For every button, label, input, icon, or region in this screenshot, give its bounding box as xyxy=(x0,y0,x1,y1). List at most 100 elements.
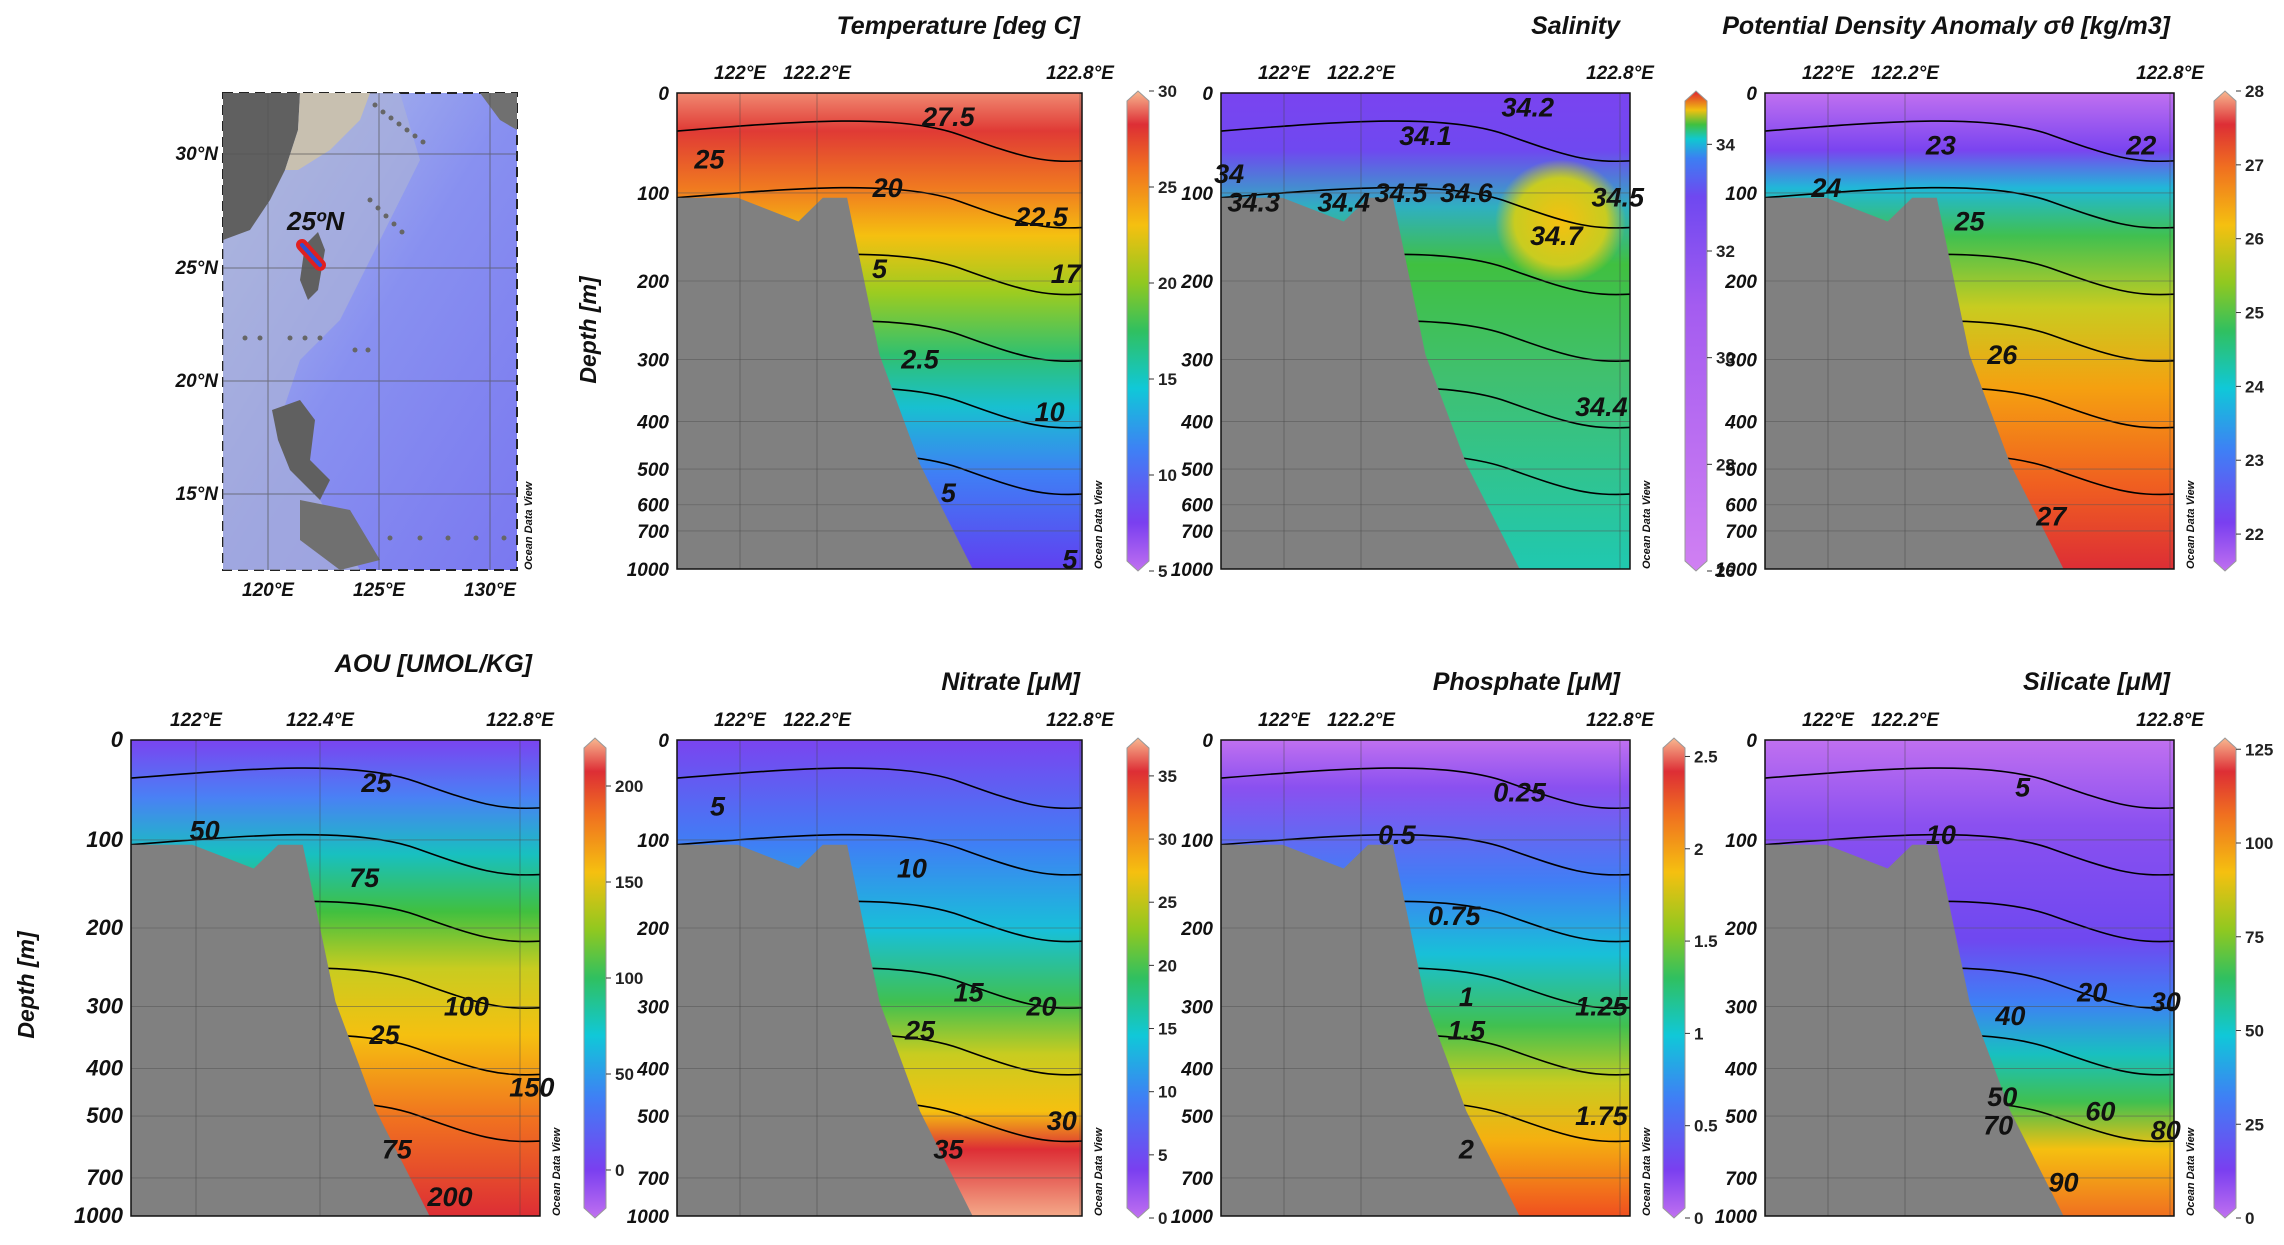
lon-tick: 122°E xyxy=(170,710,223,731)
contour-label: 34.5 xyxy=(1591,183,1645,213)
lon-tick: 122.2°E xyxy=(1871,710,1940,731)
depth-tick: 400 xyxy=(1724,412,1757,433)
map-stations xyxy=(242,102,507,541)
lon-tick: 122.8°E xyxy=(2136,710,2205,731)
contour-label: 34.2 xyxy=(1501,92,1554,122)
contour-label: 50 xyxy=(190,815,220,845)
depth-tick: 300 xyxy=(1725,998,1757,1019)
section-title: Salinity xyxy=(1531,12,1621,40)
contour-line xyxy=(130,767,541,810)
colorbar-tick-label: 28 xyxy=(2245,82,2264,101)
contour-label: 150 xyxy=(509,1072,554,1102)
contour-label: 23 xyxy=(1925,130,1956,160)
contour-label: 0.5 xyxy=(1378,820,1417,850)
seafloor xyxy=(1221,197,1520,569)
section-frame xyxy=(1764,739,2175,1217)
depth-tick: 500 xyxy=(637,460,669,481)
depth-tick: 600 xyxy=(1181,496,1213,517)
lon-tick: 122.8°E xyxy=(1586,710,1655,731)
contour-label: 5 xyxy=(1062,544,1078,574)
depth-tick: 200 xyxy=(636,272,669,293)
colorbar-tick-label: 32 xyxy=(1716,242,1735,261)
map-visayas xyxy=(300,500,380,570)
contour-label: 100 xyxy=(444,992,489,1022)
lon-tick: 122°E xyxy=(1258,710,1311,731)
colorbar-tick-label: 200 xyxy=(615,777,643,796)
depth-tick: 100 xyxy=(1725,831,1757,852)
colorbar-tick-label: 10 xyxy=(1158,1083,1177,1102)
colorbar-tick-label: 100 xyxy=(615,969,643,988)
map-japan xyxy=(480,93,517,130)
depth-tick: 1000 xyxy=(1715,560,1758,581)
colorbar-tick-label: 5 xyxy=(1158,562,1167,581)
map-lon-tick: 125°E xyxy=(353,580,406,601)
section-2: Potential Density Anomaly σθ [kg/m3] 122°… xyxy=(1715,12,2265,581)
colorbar-tick-label: 0.5 xyxy=(1694,1117,1718,1136)
lon-tick: 122.2°E xyxy=(783,710,852,731)
contour-label: 26 xyxy=(1986,340,2018,370)
contour-label: 30 xyxy=(1047,1106,1077,1136)
depth-tick: 500 xyxy=(1725,1107,1757,1128)
colorbar xyxy=(1662,737,1686,1219)
colorbar-tick-label: 30 xyxy=(1158,830,1177,849)
map-grid xyxy=(223,93,517,570)
contour-line xyxy=(676,120,1083,163)
contour-label: 34 xyxy=(1214,159,1244,189)
depth-tick: 400 xyxy=(1180,1059,1213,1080)
lon-tick: 122°E xyxy=(714,63,767,84)
depth-tick: 400 xyxy=(1724,1059,1757,1080)
contour-label: 27.5 xyxy=(921,102,976,132)
map-lat-tick: 20°N xyxy=(175,371,220,392)
colorbar-tick-label: 0 xyxy=(2245,1209,2254,1228)
depth-tick: 200 xyxy=(1180,919,1213,940)
contour-label: 25 xyxy=(904,1015,936,1045)
contour-line xyxy=(1764,186,2175,229)
depth-tick: 100 xyxy=(1181,831,1213,852)
depth-tick: 700 xyxy=(1725,1169,1757,1190)
odv-watermark: Ocean Data View xyxy=(2185,1126,2197,1216)
depth-tick: 200 xyxy=(85,915,123,940)
lon-tick: 122.8°E xyxy=(486,710,555,731)
seafloor xyxy=(1765,844,2064,1216)
depth-tick: 300 xyxy=(1181,351,1213,372)
colorbar-tick-label: 10 xyxy=(1158,466,1177,485)
colorbar-tick-label: 27 xyxy=(2245,156,2264,175)
section-frame xyxy=(676,739,1083,1217)
contour-label: 2 xyxy=(1458,1134,1474,1164)
depth-tick: 300 xyxy=(637,998,669,1019)
lon-tick: 122.8°E xyxy=(1046,710,1115,731)
depth-tick: 400 xyxy=(636,412,669,433)
contour-label: 10 xyxy=(897,854,927,884)
depth-tick: 1000 xyxy=(1171,1207,1214,1228)
contour-line xyxy=(1220,767,1631,810)
section-panels: Temperature [deg C]122°E 122.2°E 122.8°E01… xyxy=(74,12,2273,1228)
depth-tick: 300 xyxy=(1181,998,1213,1019)
contour-label: 70 xyxy=(1983,1111,2013,1141)
contour-label: 5 xyxy=(2015,773,2031,803)
map-lon-tick: 120°E xyxy=(242,580,295,601)
depth-tick: 0 xyxy=(658,731,669,752)
colorbar-tick-label: 15 xyxy=(1158,1020,1177,1039)
contour-label: 10 xyxy=(1926,820,1956,850)
depth-tick: 200 xyxy=(1180,272,1213,293)
contour-label: 34.6 xyxy=(1440,178,1494,208)
contour-label: 1.25 xyxy=(1575,992,1629,1022)
map-transect-core xyxy=(300,243,322,267)
map-watermark: Ocean Data View xyxy=(523,480,535,570)
colorbar-tick-label: 0 xyxy=(1694,1209,1703,1228)
depth-tick: 600 xyxy=(637,496,669,517)
contour-label: 0.25 xyxy=(1493,777,1547,807)
contour-line xyxy=(1764,767,2175,810)
colorbar xyxy=(1684,90,1708,572)
lon-tick: 122.8°E xyxy=(1586,63,1655,84)
lon-tick: 122°E xyxy=(1802,63,1855,84)
colorbar-tick-label: 25 xyxy=(2245,1115,2264,1134)
contour-label: 5 xyxy=(872,254,888,284)
contour-label: 25 xyxy=(360,768,392,798)
section-0: Temperature [deg C] 122°E 122.2°E 122.8°E 0 1… xyxy=(627,12,1177,581)
contour-label: 50 xyxy=(1987,1082,2017,1112)
contour-label: 80 xyxy=(2151,1115,2181,1145)
depth-tick: 700 xyxy=(1181,1169,1213,1190)
section-title: AOU [UMOL/KG] xyxy=(334,650,534,678)
